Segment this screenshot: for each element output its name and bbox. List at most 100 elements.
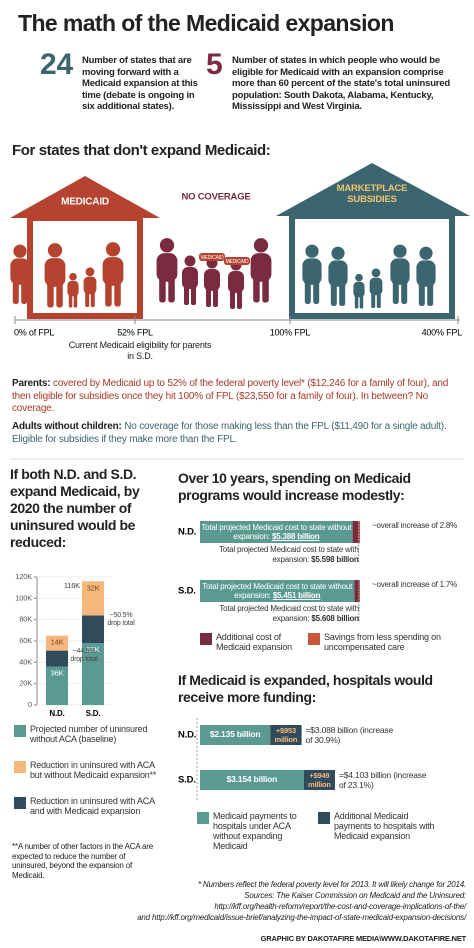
annotation: ~overall increase of 2.8% bbox=[372, 521, 458, 530]
chart-title: Over 10 years, spending on Medicaid prog… bbox=[178, 470, 411, 503]
house-roof bbox=[10, 176, 160, 218]
value-label: $3.154 billion bbox=[226, 774, 278, 784]
annotation: ~44.5% drop total bbox=[70, 648, 98, 663]
total-label: =$4.103 billion (increase of 23.1%) bbox=[339, 770, 427, 790]
bar-segment bbox=[82, 581, 104, 616]
footer-link: http://kff.org/health-reform/report/the-… bbox=[214, 902, 466, 911]
bar-segment bbox=[82, 615, 104, 644]
adults-text: No coverage for those making less than t… bbox=[12, 421, 447, 445]
legend-label: Additional cost of Medicaid expansion bbox=[216, 632, 292, 652]
fpl-label: 0% of FPL bbox=[14, 327, 54, 337]
figure-label: MEDICAID bbox=[226, 259, 249, 265]
category-label: S.D. bbox=[178, 775, 196, 786]
house-label: MEDICAID bbox=[61, 197, 109, 208]
fpl-label: 52% FPL bbox=[117, 327, 153, 337]
legend-label: Reduction in uninsured with ACA and with… bbox=[30, 796, 155, 816]
bar-segment bbox=[82, 643, 104, 705]
fpl-note: Current Medicaid eligibility for parents… bbox=[68, 340, 212, 361]
figure bbox=[250, 238, 272, 303]
figure bbox=[204, 257, 220, 307]
value-label: $5.388 billion bbox=[271, 532, 320, 541]
bar-savings bbox=[358, 580, 360, 602]
total-label: 116K bbox=[64, 581, 80, 590]
bar-segment bbox=[46, 635, 68, 651]
stat-text: Number of states in which people who wou… bbox=[232, 55, 450, 112]
y-tick-label: 120K bbox=[15, 572, 32, 581]
legend-label: Savings from less spending on uncompensa… bbox=[324, 632, 441, 652]
figure-tag bbox=[199, 253, 225, 261]
legend-swatch bbox=[14, 725, 26, 737]
value-label: $5.451 billion bbox=[272, 591, 321, 600]
stat-text: Number of states that are moving forward… bbox=[82, 55, 198, 112]
house-label-box: MARKETPLACE SUBSIDIES bbox=[336, 183, 408, 205]
parents-text: covered by Medicaid up to 52% of the fed… bbox=[12, 378, 449, 414]
legend-label: Additional Medicaid payments to hospital… bbox=[334, 811, 435, 841]
bar-label: Total projected Medicaid cost to state w… bbox=[200, 523, 353, 542]
value-label: 36K bbox=[51, 669, 64, 678]
total-label: =$3.088 billion (increase of 30.9%) bbox=[305, 725, 394, 745]
bar-increase bbox=[354, 580, 360, 602]
credit: GRAPHIC BY DAKOTAFIRE MEDIA\WWW.DAKOTAFI… bbox=[260, 934, 467, 943]
figure-tag bbox=[224, 257, 250, 265]
section-heading: For states that don't expand Medicaid: bbox=[12, 142, 271, 159]
legend-label: Projected number of uninsured without AC… bbox=[30, 724, 148, 744]
x-tick-label: N.D. bbox=[49, 709, 64, 718]
figure-label: MEDICAID bbox=[201, 255, 224, 261]
bar-segment bbox=[270, 725, 302, 745]
figure bbox=[182, 255, 198, 305]
value-label: 58K bbox=[87, 645, 100, 654]
adults-paragraph: Adults without children: No coverage for… bbox=[12, 421, 467, 446]
house-label: MARKETPLACE SUBSIDIES bbox=[336, 183, 408, 205]
chart-title: If Medicaid is expanded, hospitals would… bbox=[178, 672, 433, 705]
y-tick-label: 100K bbox=[15, 593, 32, 602]
figure bbox=[390, 244, 410, 304]
bar-label: Total projected Medicaid cost to state w… bbox=[200, 582, 354, 601]
bar-increase bbox=[352, 521, 360, 543]
bar-text: Total projected Medicaid cost to state w… bbox=[202, 581, 353, 601]
stat-number: 24 bbox=[40, 48, 73, 81]
bar-segment bbox=[303, 770, 335, 790]
category-label: N.D. bbox=[178, 730, 196, 741]
y-tick-label: 0 bbox=[28, 700, 32, 709]
legend-swatch bbox=[308, 633, 320, 645]
value-label: 32K bbox=[87, 583, 100, 592]
stat-number: 5 bbox=[206, 48, 223, 81]
value-label: 14K bbox=[51, 638, 64, 647]
annotation: ~50.5% drop total bbox=[107, 612, 135, 627]
annotation: ~overall increase of 1.7% bbox=[372, 580, 458, 589]
bar-segment bbox=[200, 725, 271, 745]
value-label: $5.598 billion bbox=[311, 554, 359, 564]
figure bbox=[156, 238, 178, 303]
bar bbox=[200, 521, 353, 543]
parents-paragraph: Parents: covered by Medicaid up to 52% o… bbox=[12, 378, 467, 416]
parents-label: Parents: bbox=[12, 378, 51, 389]
category-label: S.D. bbox=[178, 586, 196, 597]
no-coverage-label: NO COVERAGE bbox=[181, 192, 250, 203]
y-tick-label: 80K bbox=[19, 615, 32, 624]
title: The math of the Medicaid expansion bbox=[18, 10, 394, 36]
figure bbox=[67, 272, 79, 308]
category-label: N.D. bbox=[178, 527, 196, 538]
figure bbox=[302, 244, 322, 304]
bar-segment bbox=[200, 770, 304, 790]
house-wall bbox=[289, 213, 455, 319]
total-label: Total projected Medicaid cost to state w… bbox=[200, 545, 359, 564]
chart-title: If both N.D. and S.D. expand Medicaid, b… bbox=[10, 466, 140, 550]
figure bbox=[10, 244, 30, 304]
figure bbox=[44, 243, 66, 308]
footer-link: and http://kff.org/medicaid/issue-brief/… bbox=[137, 913, 466, 922]
legend-swatch bbox=[200, 633, 212, 645]
figure bbox=[328, 246, 348, 306]
footnote: **A number of other factors in the ACA a… bbox=[12, 842, 154, 880]
value-label: +$953 million bbox=[274, 726, 298, 744]
figure bbox=[228, 259, 244, 309]
figure bbox=[353, 273, 365, 309]
footer-note: * Numbers reflect the federal poverty le… bbox=[197, 880, 466, 889]
fpl-label: 400% FPL bbox=[422, 327, 463, 337]
value-label: +$949 million bbox=[307, 771, 331, 789]
house-roof bbox=[276, 163, 470, 216]
bar-savings bbox=[358, 521, 360, 543]
bar-text: Total projected Medicaid cost to state w… bbox=[219, 545, 359, 564]
